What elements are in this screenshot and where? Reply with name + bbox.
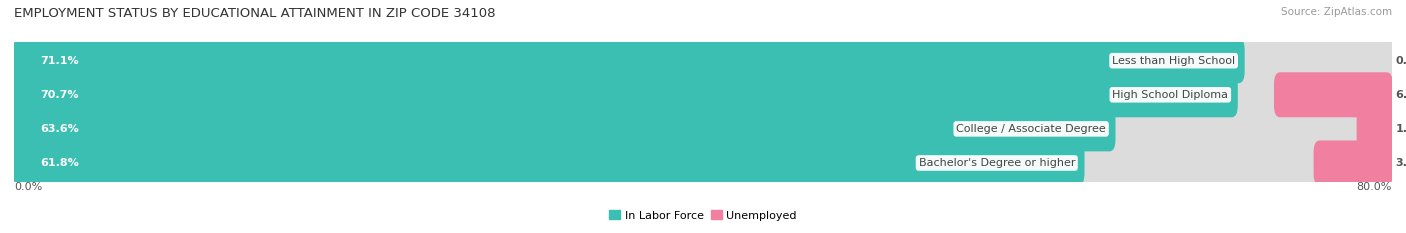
Text: 1.4%: 1.4% bbox=[1395, 124, 1406, 134]
FancyBboxPatch shape bbox=[1313, 140, 1393, 185]
FancyBboxPatch shape bbox=[13, 106, 1393, 151]
Text: EMPLOYMENT STATUS BY EDUCATIONAL ATTAINMENT IN ZIP CODE 34108: EMPLOYMENT STATUS BY EDUCATIONAL ATTAINM… bbox=[14, 7, 495, 20]
FancyBboxPatch shape bbox=[13, 38, 1244, 83]
FancyBboxPatch shape bbox=[1274, 72, 1393, 117]
Text: 70.7%: 70.7% bbox=[39, 90, 79, 100]
FancyBboxPatch shape bbox=[1357, 106, 1393, 151]
Text: 71.1%: 71.1% bbox=[39, 56, 79, 66]
FancyBboxPatch shape bbox=[13, 72, 1237, 117]
FancyBboxPatch shape bbox=[13, 38, 1393, 83]
Text: 0.0%: 0.0% bbox=[14, 182, 42, 192]
Text: Source: ZipAtlas.com: Source: ZipAtlas.com bbox=[1281, 7, 1392, 17]
Text: 0.0%: 0.0% bbox=[1395, 56, 1406, 66]
Legend: In Labor Force, Unemployed: In Labor Force, Unemployed bbox=[605, 206, 801, 225]
Text: 3.9%: 3.9% bbox=[1395, 158, 1406, 168]
Text: 63.6%: 63.6% bbox=[39, 124, 79, 134]
Text: 61.8%: 61.8% bbox=[39, 158, 79, 168]
Text: 80.0%: 80.0% bbox=[1357, 182, 1392, 192]
Text: Bachelor's Degree or higher: Bachelor's Degree or higher bbox=[918, 158, 1076, 168]
Text: 6.2%: 6.2% bbox=[1395, 90, 1406, 100]
FancyBboxPatch shape bbox=[13, 140, 1084, 185]
FancyBboxPatch shape bbox=[13, 106, 1115, 151]
Text: Less than High School: Less than High School bbox=[1112, 56, 1236, 66]
FancyBboxPatch shape bbox=[13, 72, 1393, 117]
Text: High School Diploma: High School Diploma bbox=[1112, 90, 1229, 100]
FancyBboxPatch shape bbox=[13, 140, 1393, 185]
Text: College / Associate Degree: College / Associate Degree bbox=[956, 124, 1107, 134]
